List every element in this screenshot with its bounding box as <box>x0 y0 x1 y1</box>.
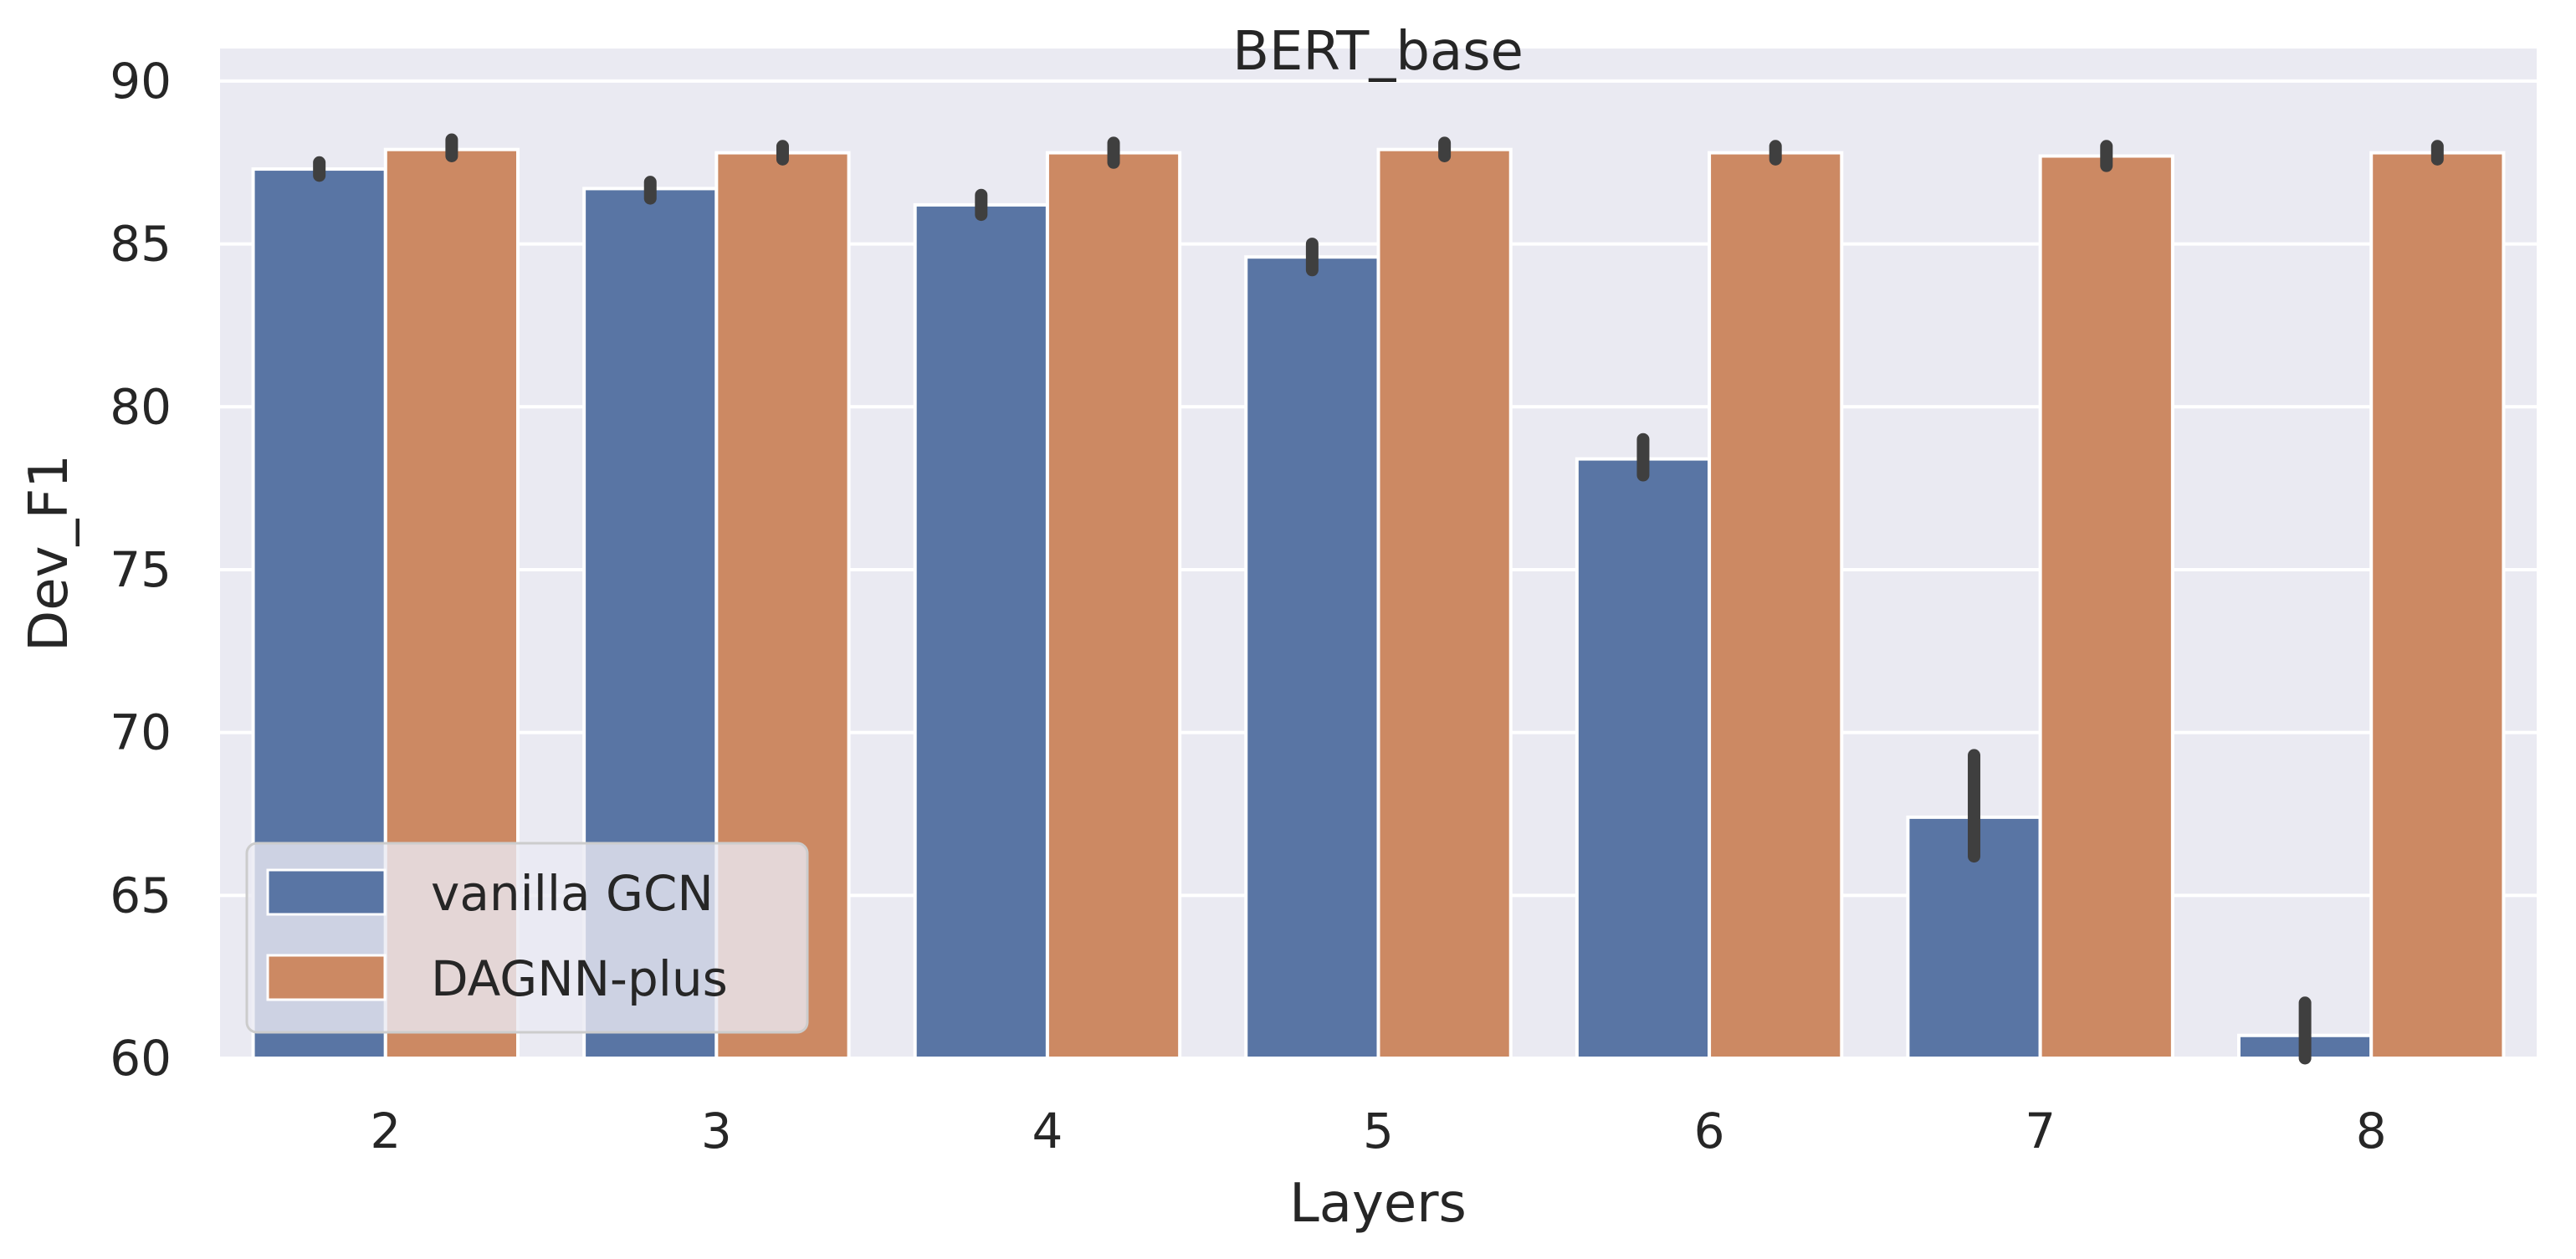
y-axis-label: Dev_F1 <box>18 454 80 652</box>
x-tick-label-3: 3 <box>701 1103 732 1159</box>
x-tick-label-4: 4 <box>1032 1103 1063 1159</box>
x-tick-label-2: 2 <box>370 1103 401 1159</box>
bar-vanilla-gcn-layers-5 <box>1244 255 1380 1061</box>
x-tick-label-5: 5 <box>1363 1103 1394 1159</box>
legend-swatch-dagnn-plus <box>266 954 387 1001</box>
y-tick-label-70: 70 <box>110 704 172 761</box>
y-tick-label-90: 90 <box>110 53 172 110</box>
bar-dagnn-plus-layers-6 <box>1708 151 1844 1061</box>
y-tick-label-80: 80 <box>110 378 172 435</box>
legend-label-vanilla-gcn: vanilla GCN <box>431 865 714 922</box>
y-tick-label-85: 85 <box>110 216 172 273</box>
x-tick-label-6: 6 <box>1694 1103 1725 1159</box>
legend-frame <box>245 842 809 1034</box>
error-bars <box>313 133 2444 1065</box>
legend-label-dagnn-plus: DAGNN-plus <box>431 950 728 1007</box>
y-tick-label-75: 75 <box>110 541 172 598</box>
legend: vanilla GCN DAGNN-plus <box>245 842 809 1034</box>
bar-vanilla-gcn-layers-6 <box>1575 457 1712 1060</box>
bar-dagnn-plus-layers-5 <box>1376 147 1513 1061</box>
x-tick-label-8: 8 <box>2356 1103 2387 1159</box>
bar-dagnn-plus-layers-4 <box>1045 151 1182 1061</box>
bar-dagnn-plus-layers-7 <box>2038 154 2174 1061</box>
bars <box>251 147 2506 1061</box>
x-axis-label: Layers <box>1289 1173 1467 1235</box>
y-tick-labels: 60 65 70 75 80 85 90 <box>110 53 172 1087</box>
x-tick-label-7: 7 <box>2025 1103 2056 1159</box>
legend-swatch-vanilla-gcn <box>266 868 387 916</box>
bar-dagnn-plus-layers-8 <box>2369 151 2506 1061</box>
x-tick-labels: 2 3 4 5 6 7 8 <box>370 1103 2386 1159</box>
y-tick-label-65: 65 <box>110 867 172 924</box>
chart-title: BERT_base <box>1232 21 1524 83</box>
bar-vanilla-gcn-layers-4 <box>913 202 1049 1060</box>
y-tick-label-60: 60 <box>110 1030 172 1087</box>
